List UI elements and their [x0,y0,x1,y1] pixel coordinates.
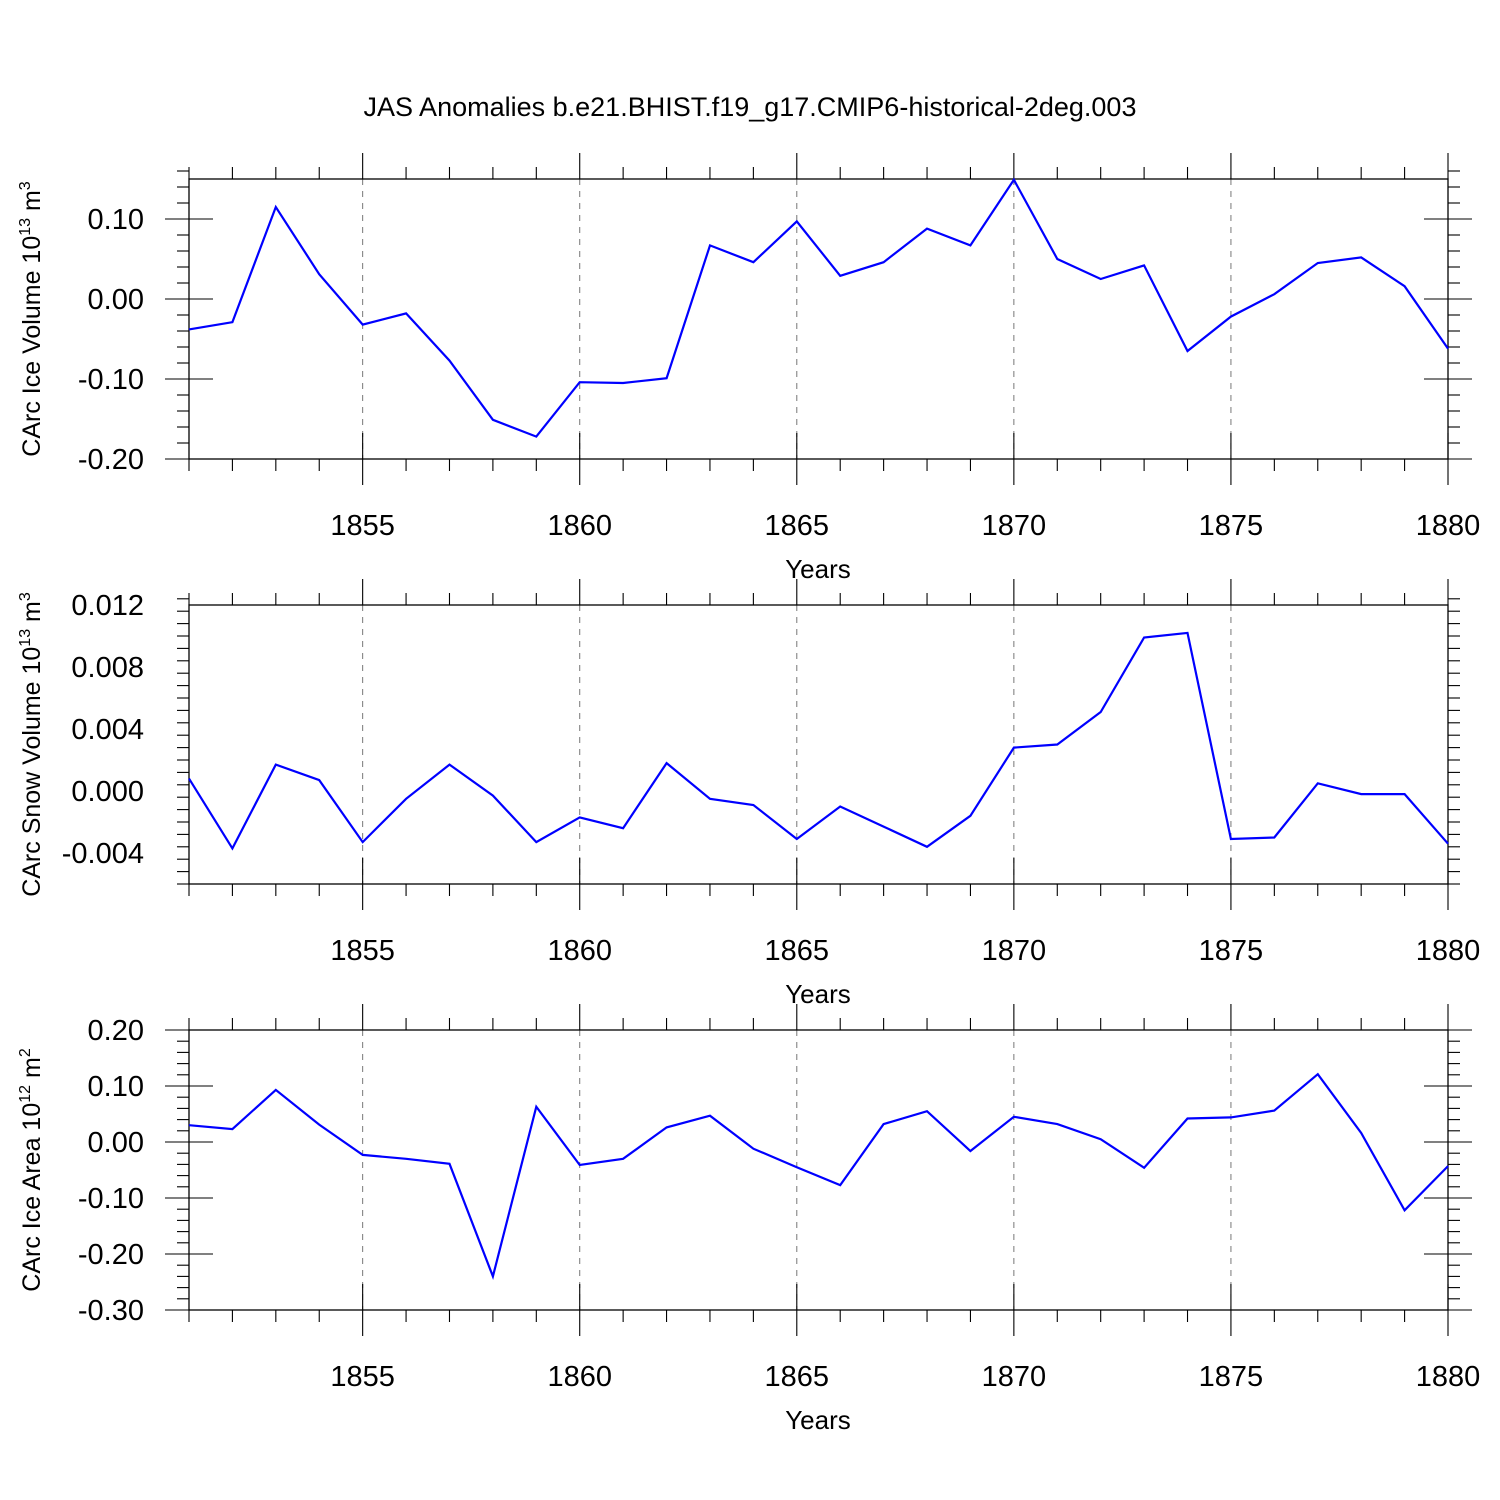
x-tick-label: 1880 [1416,935,1481,967]
y-tick-label: -0.004 [62,838,144,870]
x-tick-label: 1865 [765,935,830,967]
x-tick-label: 1865 [765,510,830,542]
data-line-ice-area [188,1072,1449,1281]
x-tick-label: 1855 [330,935,395,967]
y-tick-label: 0.20 [88,1015,144,1047]
y-tick-label: -0.30 [78,1295,144,1327]
panel-ice-area: -0.30 -0.20 -0.10 0.00 0.10 0.20 1855 1860 1865 1… [17,1004,1480,1435]
y-tick-label: -0.20 [78,444,144,476]
y-tick-label: 0.00 [88,284,144,316]
x-tick-label: 1875 [1199,935,1264,967]
y-tick-label: 0.012 [71,590,144,622]
y-tick-label: -0.20 [78,1239,144,1271]
x-tick-label: 1875 [1199,1361,1264,1393]
x-tick-label: 1880 [1416,1361,1481,1393]
y-tick-label: 0.004 [71,714,144,746]
x-axis-label: Years [785,1405,851,1435]
y-axis-label: CArc Snow Volume 1013 m3 [17,592,46,897]
data-line-snow-volume [188,631,1449,851]
x-tick-label: 1860 [547,935,612,967]
y-tick-label: -0.10 [78,364,144,396]
x-tick-label: 1870 [982,935,1047,967]
x-tick-label: 1870 [982,1361,1047,1393]
y-tick-label: 0.10 [88,1071,144,1103]
y-axis-label: CArc Ice Area 1012 m2 [17,1048,46,1292]
x-tick-label: 1870 [982,510,1047,542]
panel-ice-volume: -0.20 -0.10 0.00 0.10 1855 1860 1865 1870 1875 18… [17,153,1480,584]
x-tick-label: 1855 [330,1361,395,1393]
x-tick-label: 1860 [547,1361,612,1393]
chart-title: JAS Anomalies b.e21.BHIST.f19_g17.CMIP6-… [364,92,1137,122]
x-axis-label: Years [785,554,851,584]
y-tick-label: 0.008 [71,652,144,684]
x-tick-label: 1855 [330,510,395,542]
x-tick-label: 1875 [1199,510,1264,542]
y-tick-label: -0.10 [78,1183,144,1215]
y-tick-label: 0.00 [88,1127,144,1159]
x-tick-label: 1880 [1416,510,1481,542]
plot-frame-snow-volume [188,604,1449,885]
y-axis-label: CArc Ice Volume 1013 m3 [17,181,46,457]
panels: -0.20 -0.10 0.00 0.10 1855 1860 1865 1870 1875 18… [17,153,1480,1435]
x-tick-label: 1865 [765,1361,830,1393]
x-axis-label: Years [785,979,851,1009]
x-tick-label: 1860 [547,510,612,542]
data-line-ice-volume [188,177,1449,438]
panel-snow-volume: -0.004 0.000 0.004 0.008 0.012 1855 1860 1865 18… [17,579,1480,1009]
y-tick-label: 0.000 [71,776,144,808]
y-tick-label: 0.10 [88,204,144,236]
plot-frame-ice-area [188,1029,1449,1311]
plot-frame-ice-volume [188,178,1449,460]
